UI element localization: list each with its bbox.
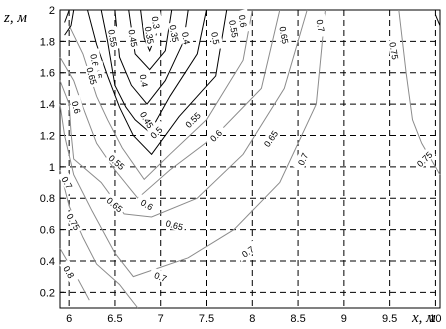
contour-label: 0.55 xyxy=(106,26,121,50)
contour-label-bg xyxy=(126,26,142,50)
contour-line xyxy=(59,169,139,309)
contour-label-bg xyxy=(179,26,195,50)
y-tick-label: 0.2 xyxy=(40,287,55,299)
y-tick-labels: 0.2 0.4 0.6 0.8 1 1.2 1.4 1.6 1.8 2 xyxy=(40,5,55,299)
contour-label-bg xyxy=(208,26,224,50)
contour-label: 0.75 xyxy=(387,38,403,63)
contour-label-bg xyxy=(63,209,85,234)
contour-label: 0.7 xyxy=(148,267,174,286)
contour-label-bg xyxy=(235,240,260,262)
contour-label-text: 0.7 xyxy=(314,19,326,33)
contour-label-text: 0.75 xyxy=(387,41,400,60)
contour-label-text: 0.6 xyxy=(88,53,100,67)
contour-label-bg xyxy=(412,146,436,171)
contour-label-bg xyxy=(148,267,174,286)
x-tick-labels: 6 6.5 7 7.5 8 8.5 9 9.5 10 xyxy=(66,313,441,325)
contour-label-bg xyxy=(180,107,205,132)
contour-line xyxy=(434,14,441,26)
y-tick-label: 1.6 xyxy=(40,68,55,80)
contour-line xyxy=(100,9,207,134)
contour-label-text: 0.7 xyxy=(153,270,168,284)
contour-label-bg xyxy=(167,21,183,46)
y-tick-label: 0.8 xyxy=(40,193,55,205)
contour-label: 0.45 xyxy=(126,26,142,50)
contour-label-bg xyxy=(57,169,78,195)
contour-label-bg xyxy=(59,259,80,284)
contour-label-bg xyxy=(259,126,282,151)
y-tick-label: 0.6 xyxy=(40,225,55,237)
contour-label-bg xyxy=(227,16,242,41)
contour-label-bg xyxy=(277,23,293,47)
contour-label-bg xyxy=(144,120,168,144)
x-tick-label: 7.5 xyxy=(199,313,214,325)
contour-label-bg xyxy=(314,13,329,38)
contour-label-bg xyxy=(103,192,128,216)
contour-label-text: 0.4 xyxy=(138,74,150,88)
x-tick-label: 7 xyxy=(158,313,164,325)
contour-label-text: 0.6 xyxy=(237,14,249,28)
contour-label-text: 0.3 xyxy=(150,16,162,30)
contour-label: 0.4 xyxy=(137,68,153,93)
contour-label-text: 0.65 xyxy=(84,66,98,86)
contour-lines xyxy=(59,9,441,309)
y-tick-label: 1.4 xyxy=(40,99,55,111)
x-axis-label: x, м xyxy=(411,310,436,326)
contour-label-text: 0.55 xyxy=(106,29,119,48)
contour-label-text: 0.4 xyxy=(180,31,192,45)
contour-label: 0.3 xyxy=(149,10,164,35)
contour-label: 0.5 xyxy=(208,26,224,50)
y-tick-label: 1 xyxy=(49,162,55,174)
x-tick-label: 8 xyxy=(249,313,255,325)
contour-label: 0.7 xyxy=(314,13,329,38)
x-tick-label: 6 xyxy=(66,313,72,325)
contour-label-bg xyxy=(203,123,228,147)
contour-label-bg xyxy=(236,9,251,33)
contour-label-bg xyxy=(149,10,164,35)
contour-line xyxy=(59,9,326,278)
contour-label-text: 0.45 xyxy=(126,29,139,48)
y-tick-label: 2 xyxy=(49,5,55,17)
contour-line xyxy=(87,9,228,156)
contour-label: 0.65 xyxy=(162,216,187,233)
contour-label: 0.7 xyxy=(292,146,312,172)
contour-label-text: 0.35 xyxy=(168,24,181,43)
contour-label: 0.65 xyxy=(277,23,293,47)
contour-label-text: 0.5 xyxy=(209,31,221,45)
x-tick-label: 9 xyxy=(341,313,347,325)
contour-label-text: 0.55 xyxy=(227,19,240,38)
contour-label: 0.35 xyxy=(167,21,183,46)
contour-label-bg xyxy=(106,26,121,50)
x-tick-label: 8.5 xyxy=(290,313,305,325)
x-tick-label: 10 xyxy=(429,313,441,325)
contour-label-bg xyxy=(105,150,130,174)
y-tick-label: 0.4 xyxy=(40,256,55,268)
contour-label: 0.6 xyxy=(236,9,251,33)
contour-label-bg xyxy=(137,107,158,132)
contour-label-bg xyxy=(137,68,153,93)
plot-area xyxy=(59,9,441,309)
y-axis-label: z, м xyxy=(3,10,27,26)
contour-line xyxy=(59,9,281,199)
contour-label-bg xyxy=(292,146,312,172)
contour-line xyxy=(64,9,70,23)
contour-label: 0.4 xyxy=(179,26,195,50)
contour-label-text: 0.65 xyxy=(277,26,290,45)
y-tick-label: 1.8 xyxy=(40,36,55,48)
contour-labels: 0.55 0.45 0.350.350.30.4 0.5 0.550.60.65 0.70… xyxy=(57,9,436,286)
contour-line xyxy=(64,9,75,36)
y-tick-label: 1.2 xyxy=(40,130,55,142)
x-tick-label: 6.5 xyxy=(107,313,122,325)
contour-label-bg xyxy=(387,38,403,63)
contour-label-text: 0.7 xyxy=(296,151,310,167)
contour-label-bg xyxy=(134,193,160,215)
contour-label: 0.55 xyxy=(227,16,242,41)
contour-label-text: 0.65 xyxy=(165,218,185,232)
contour-label-text: 0.6 xyxy=(70,100,83,115)
contour-label-bg xyxy=(162,216,187,233)
contour-line xyxy=(59,9,308,218)
x-tick-label: 9.5 xyxy=(382,313,397,325)
